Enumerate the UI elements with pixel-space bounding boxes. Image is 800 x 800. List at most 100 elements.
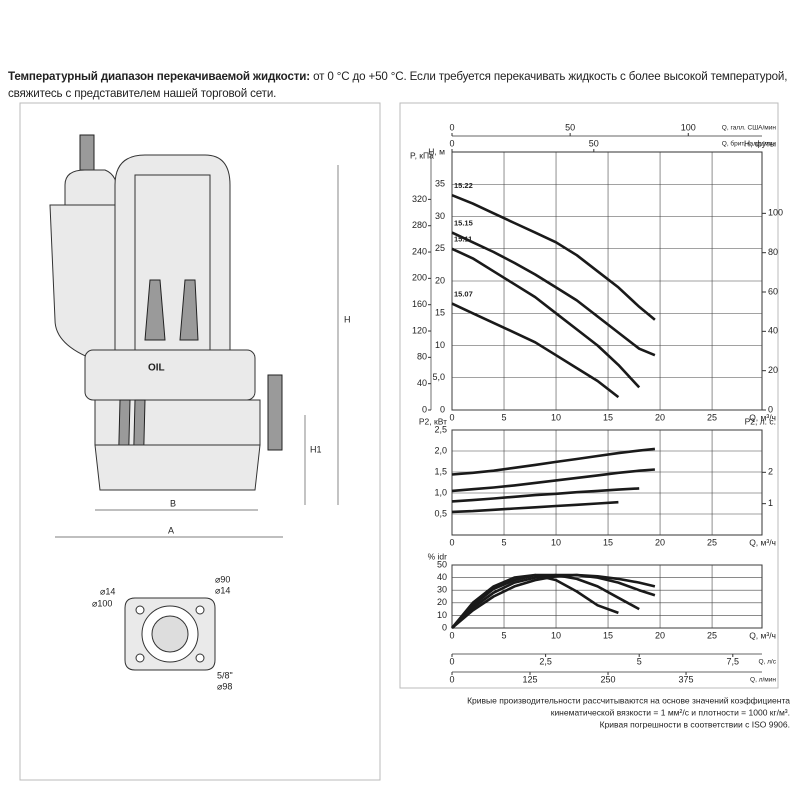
- y-tick-label: 5,0: [432, 372, 445, 382]
- y-tick-label: 30: [437, 585, 447, 595]
- x2-tick-label: 0: [449, 122, 454, 132]
- x-tick-label: 25: [707, 412, 717, 422]
- series-label: 15.11: [454, 235, 472, 244]
- cable: [79, 134, 95, 171]
- x2-tick-label: 100: [681, 122, 696, 132]
- y2-tick-label: 2: [768, 467, 773, 477]
- base-label: ⌀14: [215, 585, 230, 595]
- y2-axis-label: H, футы: [744, 138, 776, 148]
- oil-label: OIL: [148, 363, 165, 374]
- x-tick-label: 5: [502, 412, 507, 422]
- y-axis-label: % idr: [428, 551, 448, 561]
- ribs: [144, 279, 199, 341]
- base-label: 5/8": [217, 670, 233, 680]
- dim-label: H1: [310, 444, 322, 454]
- x-tick-label: 15: [603, 537, 613, 547]
- curve: [451, 231, 656, 357]
- x-axis-label: Q, м³/ч: [749, 630, 776, 640]
- plot-area: [451, 429, 763, 536]
- x2-tick-label: 2,5: [539, 656, 552, 666]
- header-text: свяжитесь с представителем нашей торгово…: [8, 87, 277, 100]
- y-tick-label: 20: [435, 275, 445, 285]
- y2-tick-label: 100: [768, 208, 783, 218]
- x-tick-label: 0: [449, 537, 454, 547]
- y3-tick-label: 0: [422, 404, 427, 414]
- stand: [94, 444, 261, 491]
- plot-area: [451, 564, 763, 629]
- y-tick-label: 0: [440, 404, 445, 414]
- series-label: 15.15: [454, 219, 473, 228]
- base-label: ⌀14: [100, 586, 115, 596]
- footnote: кинематической вязкости = 1 мм²/с и плот…: [551, 707, 790, 717]
- flange: [267, 374, 283, 451]
- y-tick-label: 0,5: [434, 508, 447, 518]
- y3-tick-label: 280: [412, 220, 427, 230]
- bolt-hole: [195, 653, 205, 663]
- x-tick-label: 20: [655, 630, 665, 640]
- drawing-frame: [19, 102, 381, 781]
- x-tick-label: 20: [655, 412, 665, 422]
- y-tick-label: 50: [437, 559, 447, 569]
- x2-axis-label: Q, галл. США/мин: [722, 125, 777, 132]
- base-label: ⌀98: [217, 681, 232, 691]
- footnote: Кривые производительности рассчитываются…: [467, 695, 790, 705]
- y-tick-label: 1,5: [434, 466, 447, 476]
- y-tick-label: 10: [435, 340, 445, 350]
- x2-tick-label: 7,5: [727, 656, 740, 666]
- y3-axis-label: P, кПа: [410, 150, 434, 160]
- curve: [451, 468, 655, 493]
- dim-label: A: [168, 525, 174, 535]
- y3-tick-label: 120: [412, 325, 427, 335]
- curve: [451, 500, 619, 514]
- x3-tick-label: 50: [589, 138, 599, 148]
- x3-tick-label: 375: [679, 674, 694, 684]
- x3-tick-label: 250: [601, 674, 616, 684]
- x2-tick-label: 5: [637, 656, 642, 666]
- curve: [451, 487, 640, 503]
- x3-tick-label: 125: [522, 674, 537, 684]
- dim-label: B: [170, 498, 176, 508]
- y-axis-label: P2, кВт: [419, 416, 447, 426]
- x2-tick-label: 50: [565, 122, 575, 132]
- x-tick-label: 25: [707, 537, 717, 547]
- curve: [451, 573, 640, 629]
- x-tick-label: 0: [449, 630, 454, 640]
- curve: [451, 302, 620, 399]
- y-tick-label: 2,0: [434, 445, 447, 455]
- y-tick-label: 35: [435, 179, 445, 189]
- y2-tick-label: 1: [768, 498, 773, 508]
- curve: [451, 193, 656, 321]
- x3-tick-label: 0: [449, 138, 454, 148]
- y2-tick-label: 20: [768, 365, 778, 375]
- y-tick-label: 30: [435, 211, 445, 221]
- x-tick-label: 10: [551, 630, 561, 640]
- y3-tick-label: 160: [412, 299, 427, 309]
- x-tick-label: 0: [449, 412, 454, 422]
- x-tick-label: 25: [707, 630, 717, 640]
- base-label: ⌀100: [92, 598, 112, 608]
- x-tick-label: 15: [603, 630, 613, 640]
- x2-tick-label: 0: [449, 656, 454, 666]
- y-tick-label: 1,0: [434, 487, 447, 497]
- base-label: ⌀90: [215, 574, 230, 584]
- y-tick-label: 20: [437, 597, 447, 607]
- curve: [451, 247, 641, 389]
- x-tick-label: 5: [502, 537, 507, 547]
- curve: [450, 573, 619, 629]
- header-label: Температурный диапазон перекачиваемой жи…: [8, 70, 310, 83]
- y-tick-label: 10: [437, 610, 447, 620]
- y-tick-label: 40: [437, 572, 447, 582]
- y2-tick-label: 40: [768, 326, 778, 336]
- series-label: 15.22: [454, 181, 473, 190]
- header-text: от 0 °C до +50 °C. Если требуется перека…: [313, 70, 788, 83]
- x-axis-label: Q, м³/ч: [749, 537, 776, 547]
- x-tick-label: 20: [655, 537, 665, 547]
- y2-tick-label: 0: [768, 404, 773, 414]
- x-tick-label: 5: [502, 630, 507, 640]
- y-tick-label: 25: [435, 243, 445, 253]
- bolt-hole: [195, 605, 205, 615]
- x2-axis-label: Q, л/с: [758, 659, 776, 666]
- y2-axis-label: P2, л. с.: [745, 416, 776, 426]
- pump-drawing: OIL H H1 B A ⌀14 ⌀100 ⌀90 ⌀14: [49, 134, 351, 691]
